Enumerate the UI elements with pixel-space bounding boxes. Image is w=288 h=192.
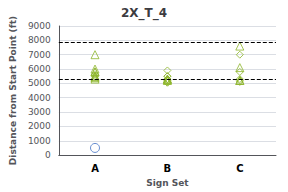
svg-text:Distance from Start Point (ft): Distance from Start Point (ft) — [8, 16, 18, 165]
svg-text:9000: 9000 — [28, 21, 51, 31]
svg-text:3000: 3000 — [28, 107, 51, 117]
svg-text:1000: 1000 — [28, 136, 51, 146]
svg-text:4000: 4000 — [28, 93, 51, 103]
svg-text:5000: 5000 — [28, 78, 51, 88]
svg-text:Sign Set: Sign Set — [146, 178, 189, 188]
svg-text:2000: 2000 — [28, 121, 51, 131]
svg-text:6000: 6000 — [28, 64, 51, 74]
svg-text:8000: 8000 — [28, 35, 51, 45]
svg-text:7000: 7000 — [28, 50, 51, 60]
svg-text:2X_T_4: 2X_T_4 — [121, 6, 167, 21]
svg-text:0: 0 — [45, 150, 51, 160]
svg-text:C: C — [236, 163, 243, 174]
svg-text:B: B — [164, 163, 172, 174]
svg-text:A: A — [91, 163, 99, 174]
